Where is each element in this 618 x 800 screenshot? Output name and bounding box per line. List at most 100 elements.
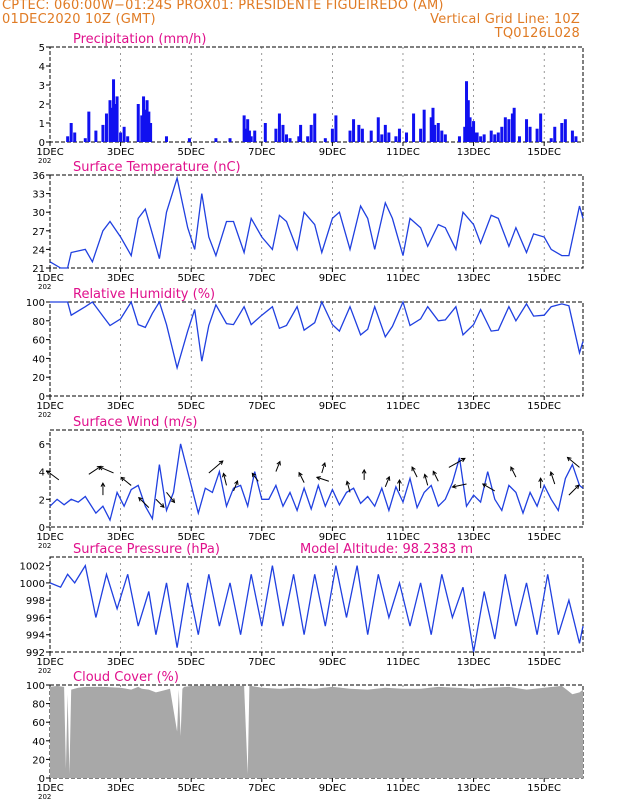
y-tick-label: 80	[32, 317, 45, 328]
wind-arrow-head	[315, 476, 321, 481]
panel-title: Cloud Cover (%)	[73, 670, 179, 685]
precip-bar	[463, 126, 467, 142]
x-tick-label: 13DEC	[457, 783, 491, 794]
wind-arrow-icon	[233, 480, 239, 492]
precip-bar	[253, 130, 257, 142]
y-tick-label: 1	[39, 119, 45, 130]
precip-bar	[360, 128, 364, 142]
wind-arrow-icon	[448, 457, 466, 468]
precip-bar	[440, 130, 444, 142]
x-tick-label: 5DEC	[178, 783, 205, 794]
wind-arrow-head	[321, 462, 327, 468]
precip-bar	[466, 100, 470, 142]
y-tick-label: 36	[32, 171, 45, 182]
wind-arrow-head	[298, 471, 303, 477]
precip-bar	[348, 130, 352, 142]
panel-frame	[49, 429, 584, 528]
precip-bar	[306, 136, 310, 142]
precip-bar	[507, 119, 511, 142]
precip-bar	[489, 130, 493, 142]
precip-bar	[539, 113, 543, 142]
y-tick-label: 2	[39, 495, 45, 506]
precip-bar	[376, 117, 380, 142]
precip-bar	[140, 115, 144, 142]
x-year-fragment: 202	[38, 283, 51, 291]
precip-bar	[263, 123, 267, 142]
precip-bar	[472, 121, 476, 142]
precip-bar	[468, 117, 472, 142]
precip-bar	[443, 134, 447, 142]
precip-bar	[563, 119, 567, 142]
precip-bar	[412, 113, 416, 142]
x-tick-label: 5DEC	[178, 273, 205, 284]
precip-bar	[288, 138, 292, 142]
precip-bar	[330, 128, 334, 142]
wind-arrow-head	[138, 496, 143, 502]
panel-4	[46, 429, 584, 531]
y-tick-label: 1000	[20, 579, 45, 590]
wind-arrow-head	[397, 478, 402, 484]
precip-bar	[549, 138, 553, 142]
wind-arrow-head	[574, 484, 580, 490]
wind-arrow-icon	[166, 492, 175, 503]
precip-bar	[113, 104, 117, 142]
wind-arrow-head	[385, 475, 391, 481]
header-run-time: 01DEC2020 10Z (GMT)	[2, 12, 156, 27]
precip-bar	[83, 138, 87, 142]
y-tick-label: 998	[26, 596, 45, 607]
x-tick-label: 1DEC	[36, 532, 63, 543]
x-tick-label: 9DEC	[319, 532, 346, 543]
panel-title: Relative Humidity (%)	[73, 287, 215, 302]
panel-annotation: Model Altitude: 98.2383 m	[300, 542, 473, 557]
wind-arrow-head	[251, 472, 257, 478]
y-tick-label: 40	[32, 354, 45, 365]
precip-bar	[94, 130, 98, 142]
y-tick-label: 996	[26, 613, 45, 624]
x-tick-label: 5DEC	[178, 401, 205, 412]
x-tick-label: 7DEC	[248, 147, 275, 158]
wind-arrow-icon	[567, 457, 580, 468]
x-tick-label: 7DEC	[248, 657, 275, 668]
y-tick-label: 100	[26, 681, 45, 692]
x-tick-label: 5DEC	[178, 532, 205, 543]
precip-bar	[473, 132, 477, 142]
y-tick-label: 0	[39, 392, 45, 403]
x-tick-label: 13DEC	[457, 532, 491, 543]
y-tick-label: 4	[39, 468, 45, 479]
x-tick-label: 1DEC	[36, 147, 63, 158]
y-tick-label: 992	[26, 648, 45, 659]
wind-arrow-head	[98, 466, 104, 471]
wind-arrow-head	[451, 484, 457, 489]
wind-arrow-head	[276, 460, 281, 466]
wind-arrow-icon	[316, 476, 330, 482]
y-tick-label: 40	[32, 737, 45, 748]
x-tick-label: 9DEC	[319, 147, 346, 158]
wind-arrow-icon	[251, 472, 259, 482]
precip-bar	[249, 136, 253, 142]
wind-arrow-head	[120, 476, 126, 482]
y-tick-label: 60	[32, 336, 45, 347]
precip-bar	[512, 107, 516, 142]
precip-bar	[108, 100, 112, 142]
panel-3	[46, 300, 584, 400]
precip-bar	[429, 117, 433, 142]
wind-arrow-head	[411, 466, 416, 472]
precip-bar	[334, 115, 338, 142]
precip-bar	[560, 123, 564, 142]
x-tick-label: 7DEC	[248, 532, 275, 543]
wind-arrow-head	[234, 480, 239, 485]
wind-arrow-head	[423, 473, 428, 479]
x-tick-label: 9DEC	[319, 657, 346, 668]
y-tick-label: 994	[26, 631, 45, 642]
panel-title: Surface Temperature (nC)	[73, 160, 241, 175]
precip-bar	[436, 123, 440, 142]
y-tick-label: 6	[39, 440, 45, 451]
precip-bar	[101, 124, 105, 142]
precip-bar	[66, 136, 70, 142]
wind-arrow-icon	[298, 472, 305, 483]
cloud-cover-area	[50, 685, 583, 778]
y-tick-label: 2	[39, 100, 45, 111]
wind-arrow-head	[170, 498, 176, 504]
precip-bar	[383, 124, 387, 142]
x-tick-label: 5DEC	[178, 657, 205, 668]
